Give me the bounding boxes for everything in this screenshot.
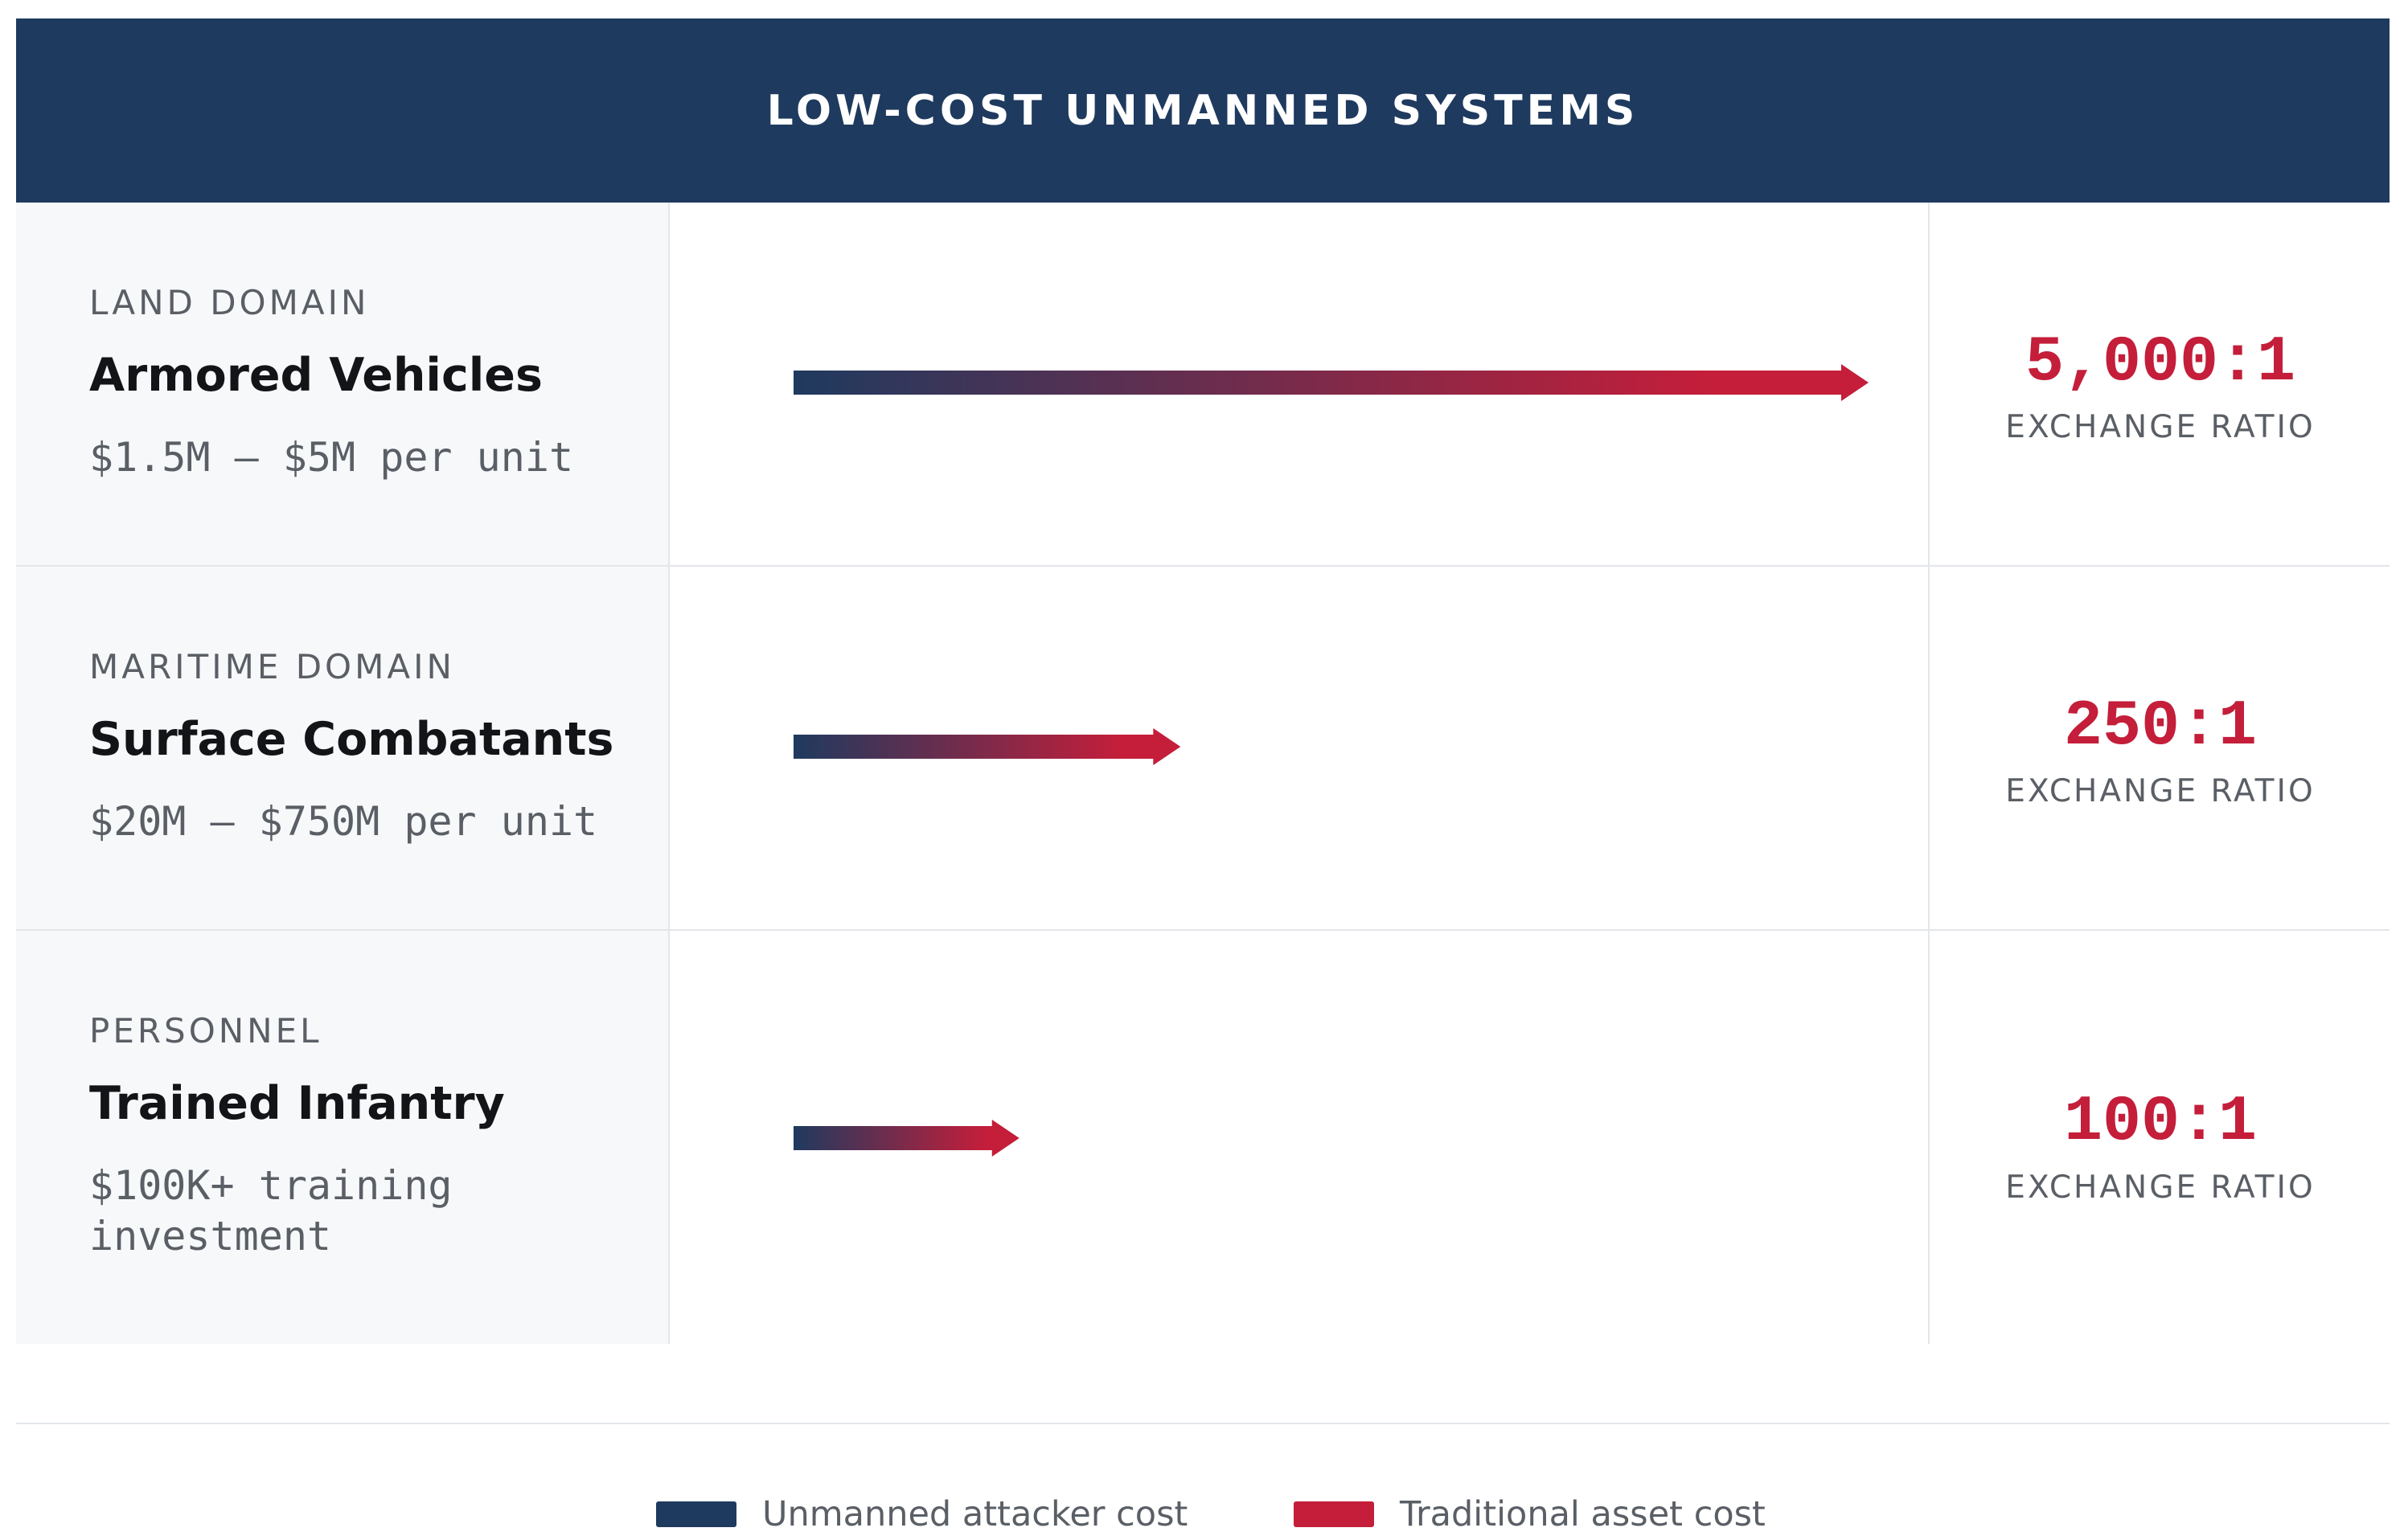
bar-svg-wrapper	[794, 1120, 1019, 1157]
asset-title: Trained Infantry	[89, 1077, 505, 1130]
exchange-ratio-label: EXCHANGE RATIO	[2005, 1169, 2316, 1206]
cost-text: $1.5M – $5M per unit	[89, 434, 574, 481]
legend-label: Traditional asset cost	[1400, 1494, 1766, 1534]
domain-label: PERSONNEL	[89, 1011, 322, 1051]
bar-arrow	[794, 364, 1869, 401]
table-row: LAND DOMAIN Armored Vehicles $1.5M – $5M…	[16, 203, 2390, 567]
bar-svg-wrapper	[794, 364, 1869, 401]
legend-swatch-navy	[656, 1501, 736, 1527]
cost-text: $20M – $750M per unit	[89, 798, 598, 845]
bar-arrow-shape	[794, 1120, 1019, 1157]
cost-text: $100K+ training investment	[89, 1162, 453, 1259]
exchange-ratio-label: EXCHANGE RATIO	[2005, 773, 2316, 809]
domain-label: LAND DOMAIN	[89, 283, 370, 322]
exchange-ratio-value: 5,000:1	[2025, 326, 2296, 399]
legend-divider	[16, 1423, 2390, 1424]
row-info-cell: MARITIME DOMAIN Surface Combatants $20M …	[16, 567, 670, 929]
legend-item-unmanned: Unmanned attacker cost	[656, 1492, 1188, 1537]
legend-item-traditional: Traditional asset cost	[1294, 1492, 1766, 1537]
legend-swatch-red	[1294, 1501, 1374, 1527]
exchange-ratio-label: EXCHANGE RATIO	[2005, 409, 2316, 445]
domain-label: MARITIME DOMAIN	[89, 647, 455, 686]
chart-title: LOW-COST UNMANNED SYSTEMS	[766, 86, 1639, 135]
ratio-cell: 250:1 EXCHANGE RATIO	[1928, 567, 2390, 929]
chart-header: LOW-COST UNMANNED SYSTEMS	[16, 18, 2390, 203]
ratio-cell: 100:1 EXCHANGE RATIO	[1928, 931, 2390, 1344]
table-row: MARITIME DOMAIN Surface Combatants $20M …	[16, 567, 2390, 931]
asset-title: Armored Vehicles	[89, 349, 543, 402]
exchange-ratio-value: 100:1	[2063, 1086, 2258, 1159]
ratio-cell: 5,000:1 EXCHANGE RATIO	[1928, 203, 2390, 565]
bar-arrow	[794, 1120, 1019, 1157]
asset-title: Surface Combatants	[89, 713, 614, 766]
bar-arrow	[794, 728, 1181, 765]
bar-arrow-shape	[794, 728, 1181, 765]
exchange-ratio-value: 250:1	[2063, 690, 2258, 764]
table-row: PERSONNEL Trained Infantry $100K+ traini…	[16, 931, 2390, 1344]
row-info-cell: LAND DOMAIN Armored Vehicles $1.5M – $5M…	[16, 203, 670, 565]
bar-svg-wrapper	[794, 728, 1181, 765]
legend-label: Unmanned attacker cost	[762, 1494, 1188, 1534]
bar-arrow-shape	[794, 364, 1869, 401]
row-info-cell: PERSONNEL Trained Infantry $100K+ traini…	[16, 931, 670, 1344]
